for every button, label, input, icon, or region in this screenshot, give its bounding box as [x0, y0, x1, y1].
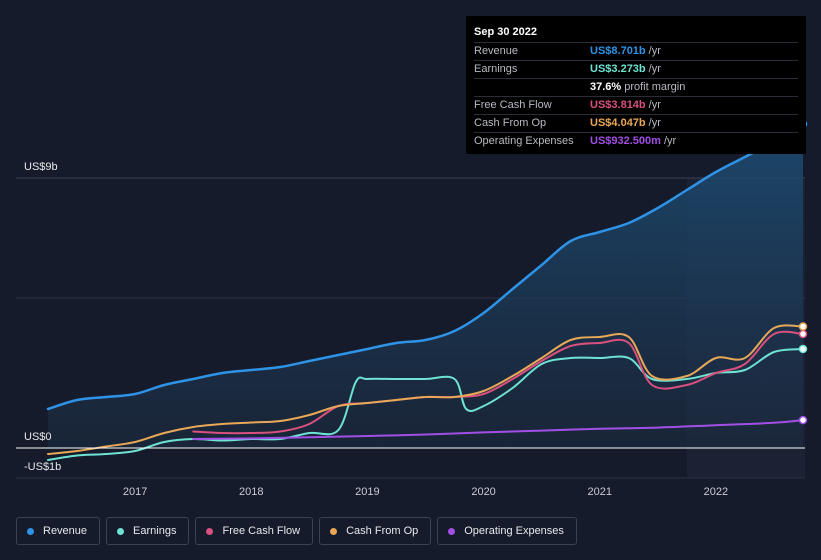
legend-label: Free Cash Flow [222, 525, 301, 537]
x-tick-label: 2019 [355, 486, 379, 498]
legend-label: Earnings [133, 525, 177, 537]
tooltip-value: 37.6% [590, 81, 622, 93]
tooltip-row-earnings: Earnings US$3.273b /yr [474, 60, 798, 78]
tooltip: Sep 30 2022 Revenue US$8.701b /yr Earnin… [466, 16, 806, 154]
series-line-revenue [46, 122, 805, 411]
end-marker-cash-from-op [798, 322, 808, 331]
legend-dot-icon [330, 527, 338, 535]
x-tick-label: 2021 [587, 486, 611, 498]
tooltip-unit: /yr [648, 117, 661, 129]
tooltip-value: US$3.273b [590, 63, 646, 75]
tooltip-row-profit-margin: 37.6% profit margin [474, 78, 798, 96]
tooltip-label [474, 79, 590, 96]
series-line-operating-expenses [192, 419, 804, 440]
tooltip-value: US$932.500m [590, 135, 661, 147]
x-tick-label: 2022 [704, 486, 728, 498]
tooltip-row-revenue: Revenue US$8.701b /yr [474, 42, 798, 60]
tooltip-unit: profit margin [624, 81, 686, 93]
end-marker-operating-expenses [798, 415, 808, 425]
tooltip-label: Earnings [474, 63, 518, 75]
legend-dot-icon [117, 527, 125, 535]
y-tick-label-zero: US$0 [24, 431, 52, 443]
end-marker-earnings [798, 344, 808, 354]
tooltip-row-free-cash-flow: Free Cash Flow US$3.814b /yr [474, 96, 798, 114]
series-area-revenue [48, 124, 803, 448]
series-line-cash-from-op [47, 324, 804, 455]
legend-label: Cash From Op [346, 525, 419, 537]
tooltip-value: US$8.701b [590, 45, 646, 57]
tooltip-label: Cash From Op [474, 117, 547, 129]
tooltip-date: Sep 30 2022 [474, 26, 537, 38]
x-tick-label: 2017 [123, 486, 147, 498]
tooltip-row-operating-expenses: Operating Expenses US$932.500m /yr [474, 132, 798, 150]
series-line-earnings [47, 348, 804, 461]
legend-label: Revenue [43, 525, 88, 537]
tooltip-value: US$4.047b [590, 117, 646, 129]
x-tick-label: 2018 [239, 486, 263, 498]
series-line-free-cash-flow [192, 330, 804, 435]
tooltip-unit: /yr [648, 45, 661, 57]
legend: Revenue Earnings Free Cash Flow Cash Fro… [16, 517, 583, 545]
legend-item-earnings[interactable]: Earnings [106, 517, 190, 545]
plot-area [46, 122, 805, 461]
legend-dot-icon [448, 527, 456, 535]
tooltip-label: Revenue [474, 45, 519, 57]
tooltip-label: Operating Expenses [474, 135, 574, 147]
legend-dot-icon [206, 527, 214, 535]
legend-item-operating-expenses[interactable]: Operating Expenses [437, 517, 577, 545]
end-marker-free-cash-flow [798, 329, 808, 339]
tooltip-unit: /yr [648, 63, 661, 75]
y-tick-label-bottom: -US$1b [24, 461, 61, 473]
legend-item-free-cash-flow[interactable]: Free Cash Flow [195, 517, 314, 545]
tooltip-value: US$3.814b [590, 99, 646, 111]
legend-item-revenue[interactable]: Revenue [16, 517, 101, 545]
x-tick-label: 2020 [471, 486, 495, 498]
y-tick-label-top: US$9b [24, 161, 58, 173]
x-axis-ticks: 2017 2018 2019 2020 2021 2022 [123, 486, 728, 498]
legend-label: Operating Expenses [464, 525, 564, 537]
tooltip-unit: /yr [648, 99, 661, 111]
tooltip-label: Free Cash Flow [474, 99, 552, 111]
tooltip-unit: /yr [663, 135, 677, 147]
legend-item-cash-from-op[interactable]: Cash From Op [319, 517, 432, 545]
tooltip-row-cash-from-op: Cash From Op US$4.047b /yr [474, 114, 798, 132]
legend-dot-icon [27, 527, 34, 535]
